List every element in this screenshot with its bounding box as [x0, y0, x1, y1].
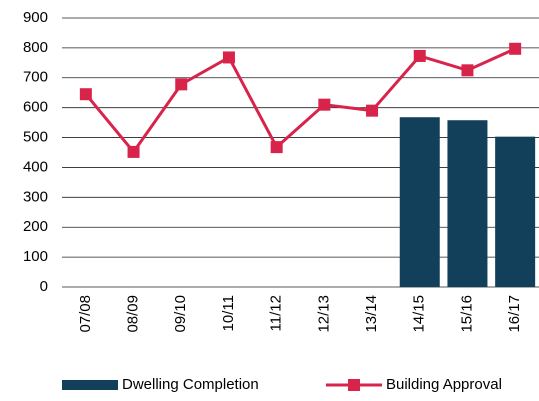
bar [495, 136, 536, 287]
y-tick-label: 0 [40, 278, 48, 295]
x-tick-label: 16/17 [506, 295, 523, 333]
x-tick-label: 07/08 [77, 295, 94, 333]
x-tick-label: 08/09 [125, 295, 142, 333]
marker [175, 78, 188, 91]
legend-marker [348, 379, 360, 391]
marker [413, 49, 426, 62]
x-tick-label: 10/11 [220, 295, 237, 331]
marker [127, 145, 140, 158]
line [84, 47, 516, 155]
legend-swatch [62, 380, 118, 390]
y-tick-label: 700 [23, 69, 48, 86]
bar [399, 117, 440, 287]
x-tick-label: 13/14 [363, 295, 380, 333]
marker [509, 42, 522, 55]
marker [79, 88, 92, 101]
y-tick-label: 500 [23, 129, 48, 146]
legend-label: Dwelling Completion [122, 376, 259, 393]
marker [222, 51, 235, 64]
x-tick-label: 14/15 [411, 295, 428, 333]
x-tick-label: 15/16 [458, 295, 475, 333]
y-tick-label: 600 [23, 99, 48, 116]
y-tick-label: 200 [23, 218, 48, 235]
y-tick-label: 400 [23, 158, 48, 175]
marker [461, 64, 474, 77]
x-tick-label: 09/10 [172, 295, 189, 333]
y-tick-label: 900 [23, 9, 48, 26]
marker [318, 98, 331, 111]
x-tick-label: 11/12 [268, 295, 285, 331]
x-tick-label: 12/13 [315, 295, 332, 333]
marker [366, 104, 379, 117]
y-tick-label: 800 [23, 39, 48, 56]
legend-label: Building Approval [386, 376, 502, 393]
y-tick-label: 300 [23, 188, 48, 205]
y-tick-label: 100 [23, 248, 48, 265]
bar [447, 120, 488, 287]
marker [270, 141, 283, 154]
